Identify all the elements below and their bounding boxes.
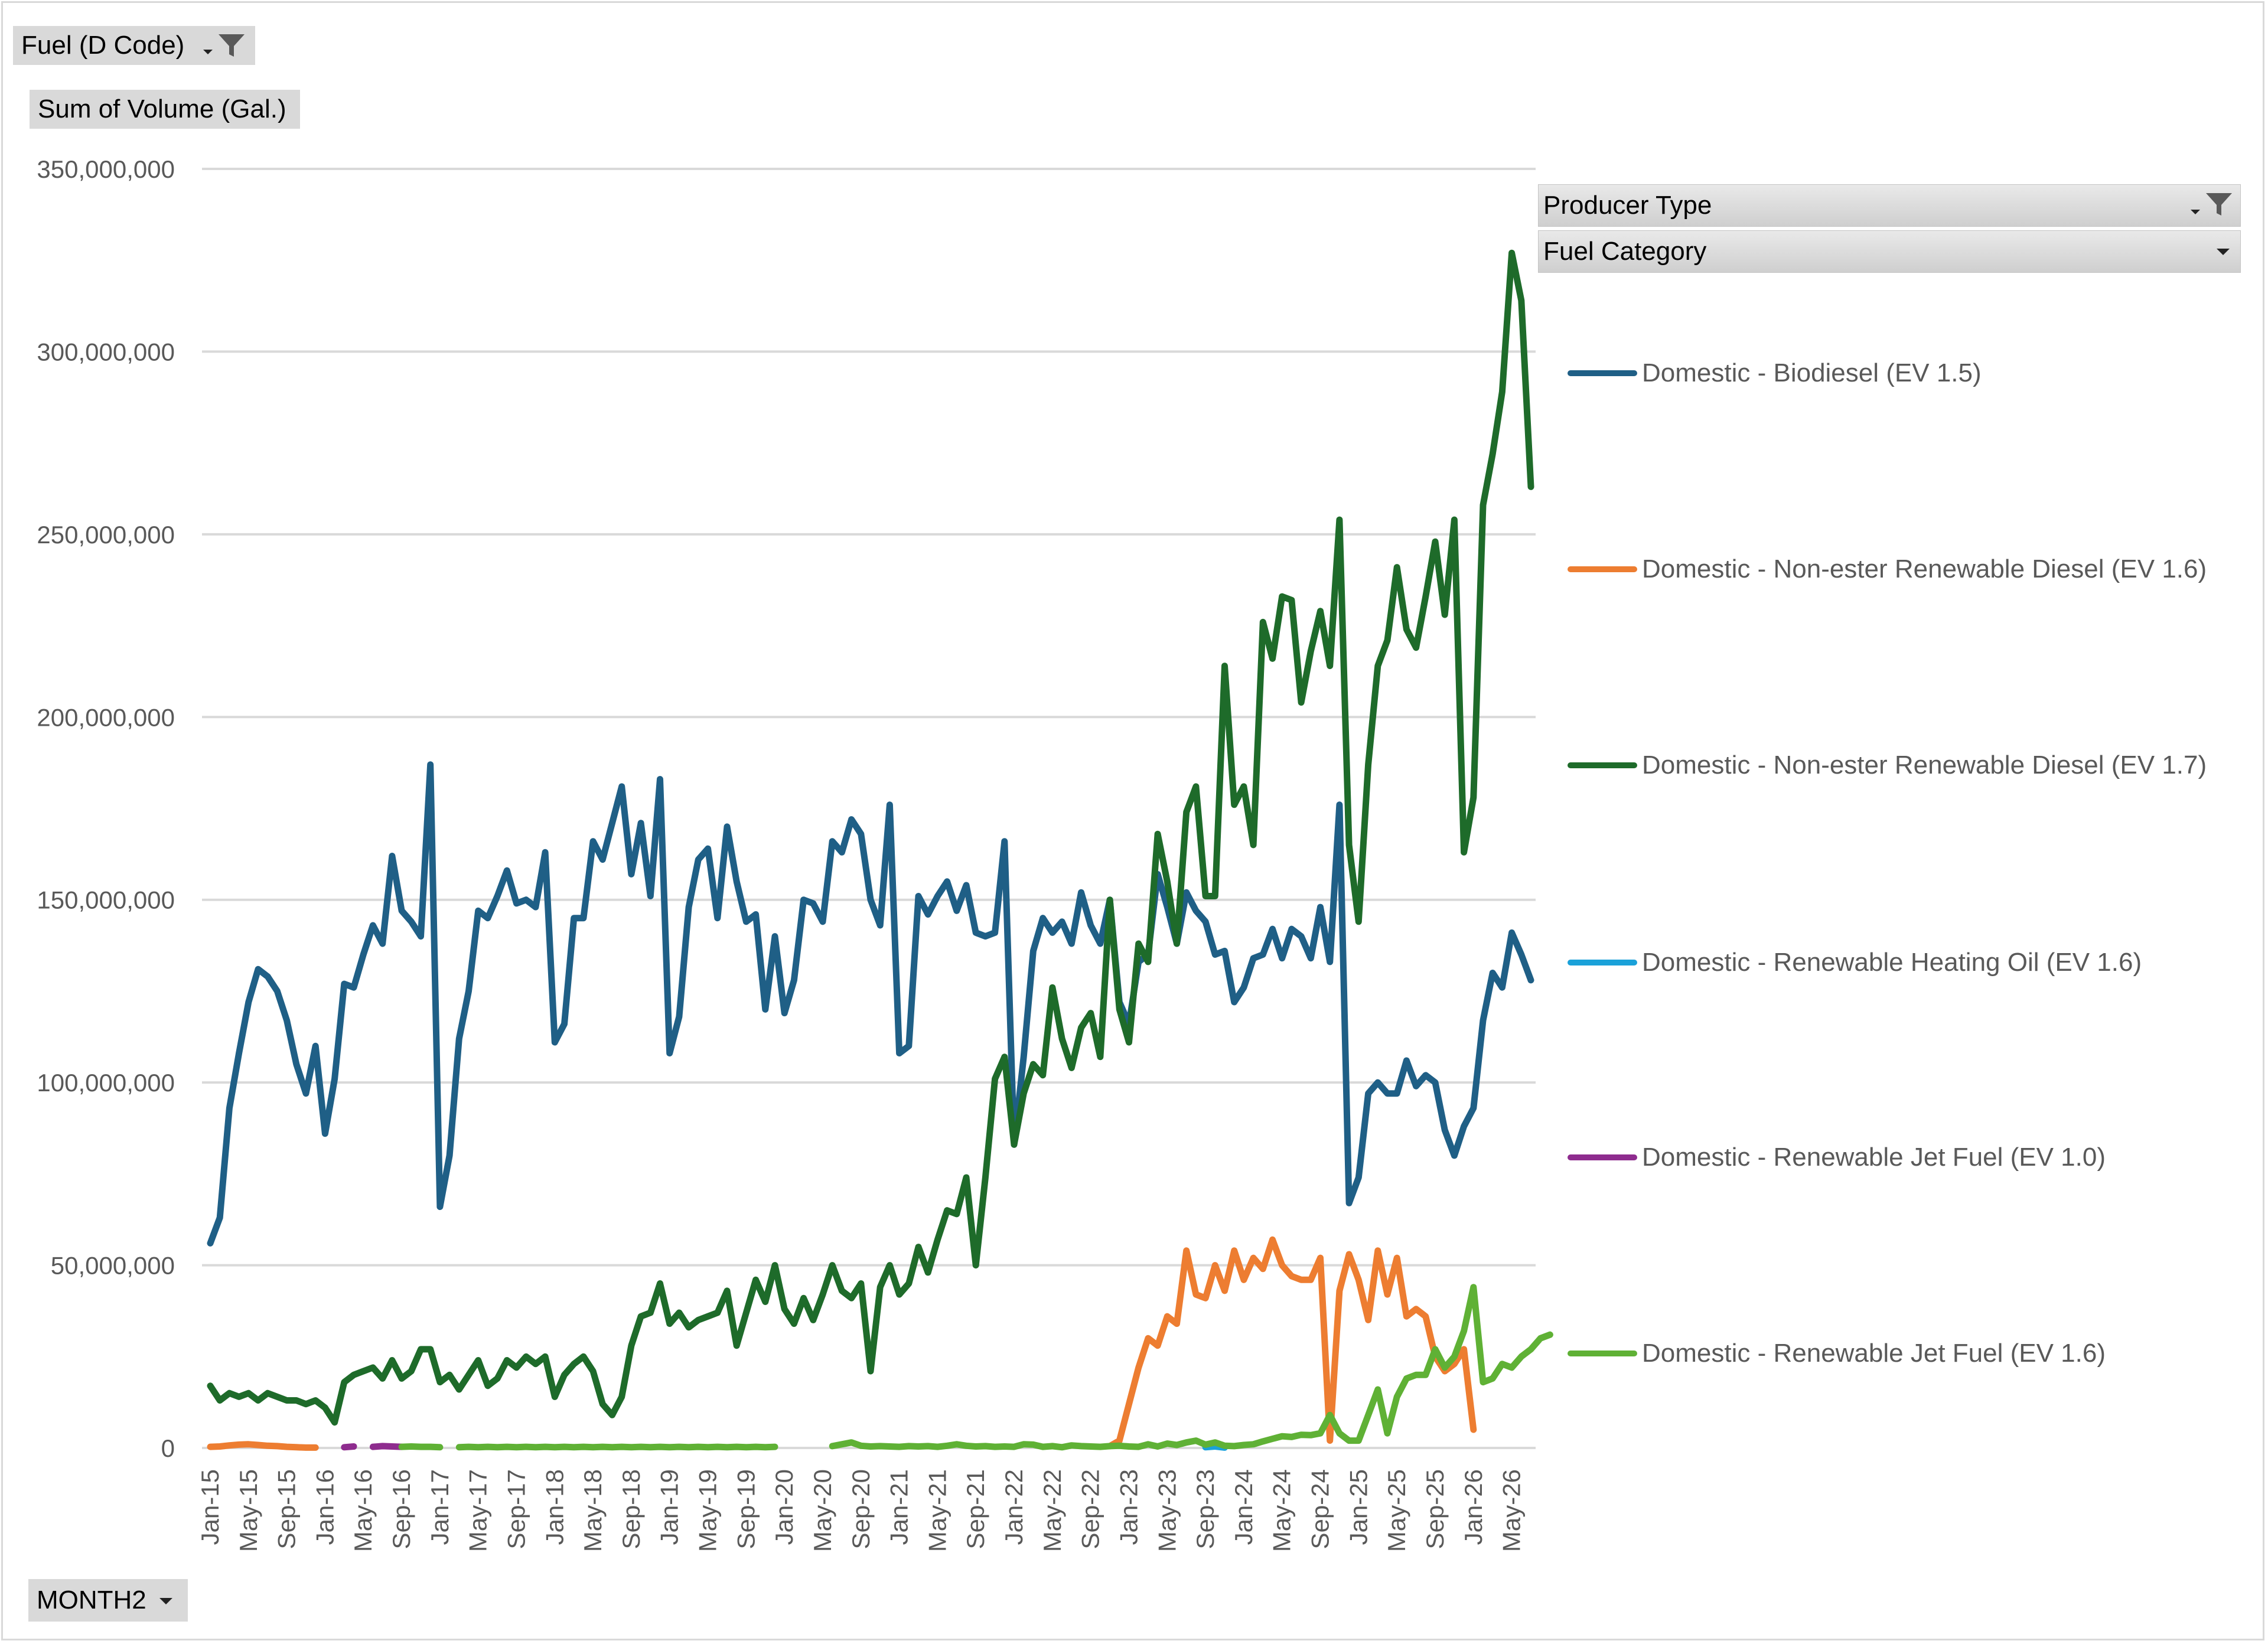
legend-label: Domestic - Renewable Jet Fuel (EV 1.0): [1642, 1143, 2106, 1172]
legend-field-producer-type[interactable]: Producer Type: [1538, 184, 2241, 227]
x-tick-label: Jan-19: [656, 1469, 683, 1545]
report-filter-label: Fuel (D Code): [21, 31, 185, 60]
x-tick-label: May-26: [1498, 1469, 1526, 1552]
x-tick-label: Sep-22: [1077, 1469, 1104, 1549]
x-tick-label: May-24: [1268, 1469, 1296, 1552]
x-tick-label: May-22: [1038, 1469, 1066, 1552]
x-tick-label: Jan-20: [770, 1469, 798, 1545]
legend-swatch: [1568, 1154, 1637, 1160]
x-tick-label: May-20: [809, 1469, 836, 1552]
y-tick-label: 0: [161, 1434, 175, 1462]
x-tick-label: Sep-19: [732, 1469, 760, 1549]
y-axis-tick-labels: 0 50,000,000 100,000,000 150,000,000 200,000…: [37, 155, 175, 1462]
legend-item[interactable]: Domestic - Non-ester Renewable Diesel (E…: [1568, 748, 2207, 783]
x-tick-label: May-18: [579, 1469, 607, 1552]
x-tick-label: May-19: [694, 1469, 722, 1552]
y-tick-label: 250,000,000: [37, 521, 175, 549]
chevron-down-icon: [2191, 210, 2200, 214]
gridlines: [202, 168, 1536, 1449]
funnel-filter-icon: [219, 34, 245, 57]
legend-field-fuel-category[interactable]: Fuel Category: [1538, 230, 2241, 273]
x-tick-label: Jan-21: [885, 1469, 913, 1545]
funnel-filter-icon: [2206, 193, 2232, 216]
x-tick-label: May-15: [234, 1469, 262, 1552]
x-tick-label: May-25: [1383, 1469, 1410, 1552]
x-tick-label: Sep-23: [1191, 1469, 1219, 1549]
x-tick-label: May-23: [1153, 1469, 1181, 1552]
legend-label: Domestic - Biodiesel (EV 1.5): [1642, 358, 1982, 387]
legend-label: Domestic - Non-ester Renewable Diesel (E…: [1642, 751, 2207, 779]
legend-swatch: [1568, 566, 1637, 572]
x-tick-label: May-21: [923, 1469, 951, 1552]
series-line-5: [398, 1284, 1553, 1451]
legend-item[interactable]: Domestic - Renewable Jet Fuel (EV 1.6): [1568, 1336, 2106, 1371]
x-tick-label: Jan-26: [1459, 1469, 1487, 1545]
y-tick-label: 150,000,000: [37, 886, 175, 914]
y-tick-label: 50,000,000: [51, 1252, 175, 1280]
values-field-button[interactable]: Sum of Volume (Gal.): [30, 90, 300, 129]
series-line-1: [207, 1236, 1477, 1451]
x-tick-label: Jan-22: [1000, 1469, 1028, 1545]
report-filter-button[interactable]: Fuel (D Code): [13, 26, 255, 65]
x-tick-label: Sep-18: [617, 1469, 645, 1549]
x-axis-tick-labels: Jan-15 May-15 Sep-15 Jan-16 May-16 Sep-16 Jan-…: [196, 1469, 1526, 1552]
y-tick-label: 350,000,000: [37, 155, 175, 183]
x-tick-label: Sep-25: [1421, 1469, 1449, 1549]
chevron-down-icon: [159, 1598, 172, 1604]
x-tick-label: Sep-17: [502, 1469, 530, 1549]
values-field-label: Sum of Volume (Gal.): [38, 94, 286, 123]
x-tick-label: Jan-18: [540, 1469, 568, 1545]
legend-field-fuel-category-label: Fuel Category: [1543, 237, 1707, 266]
chevron-down-icon: [2217, 249, 2230, 255]
series-line-2: [207, 249, 1534, 1426]
legend-label: Domestic - Renewable Jet Fuel (EV 1.6): [1642, 1339, 2106, 1368]
x-tick-label: Jan-16: [311, 1469, 338, 1545]
legend-field-producer-type-label: Producer Type: [1543, 191, 1712, 220]
x-tick-label: Sep-21: [962, 1469, 989, 1549]
series-line-0: [207, 761, 1534, 1247]
axis-field-label: MONTH2: [37, 1586, 146, 1614]
y-tick-label: 300,000,000: [37, 338, 175, 366]
x-tick-label: Sep-16: [387, 1469, 415, 1549]
y-tick-label: 200,000,000: [37, 703, 175, 731]
x-tick-label: Sep-24: [1306, 1469, 1334, 1549]
legend-swatch: [1568, 762, 1637, 768]
x-tick-label: Jan-17: [426, 1469, 454, 1545]
x-tick-label: Jan-25: [1344, 1469, 1372, 1545]
x-tick-label: Sep-15: [273, 1469, 301, 1549]
legend-swatch: [1568, 960, 1637, 965]
legend-item[interactable]: Domestic - Renewable Jet Fuel (EV 1.0): [1568, 1140, 2106, 1175]
axis-field-button[interactable]: MONTH2: [28, 1579, 188, 1622]
legend-label: Domestic - Non-ester Renewable Diesel (E…: [1642, 554, 2207, 583]
x-tick-label: May-17: [464, 1469, 492, 1552]
x-tick-label: Jan-15: [196, 1469, 224, 1545]
x-tick-label: Sep-20: [847, 1469, 875, 1549]
y-tick-label: 100,000,000: [37, 1069, 175, 1097]
legend-swatch: [1568, 370, 1637, 376]
chevron-down-icon: [203, 50, 213, 54]
legend-swatch: [1568, 1351, 1637, 1356]
series-line-4: [341, 1443, 405, 1451]
x-tick-label: Jan-24: [1230, 1469, 1257, 1545]
legend-label: Domestic - Renewable Heating Oil (EV 1.6…: [1642, 948, 2142, 977]
legend-item[interactable]: Domestic - Non-ester Renewable Diesel (E…: [1568, 552, 2207, 587]
legend-item[interactable]: Domestic - Biodiesel (EV 1.5): [1568, 355, 1982, 391]
x-tick-label: May-16: [349, 1469, 377, 1552]
x-tick-label: Jan-23: [1115, 1469, 1142, 1545]
legend-item[interactable]: Domestic - Renewable Heating Oil (EV 1.6…: [1568, 945, 2142, 980]
series-lines: [207, 249, 1553, 1451]
